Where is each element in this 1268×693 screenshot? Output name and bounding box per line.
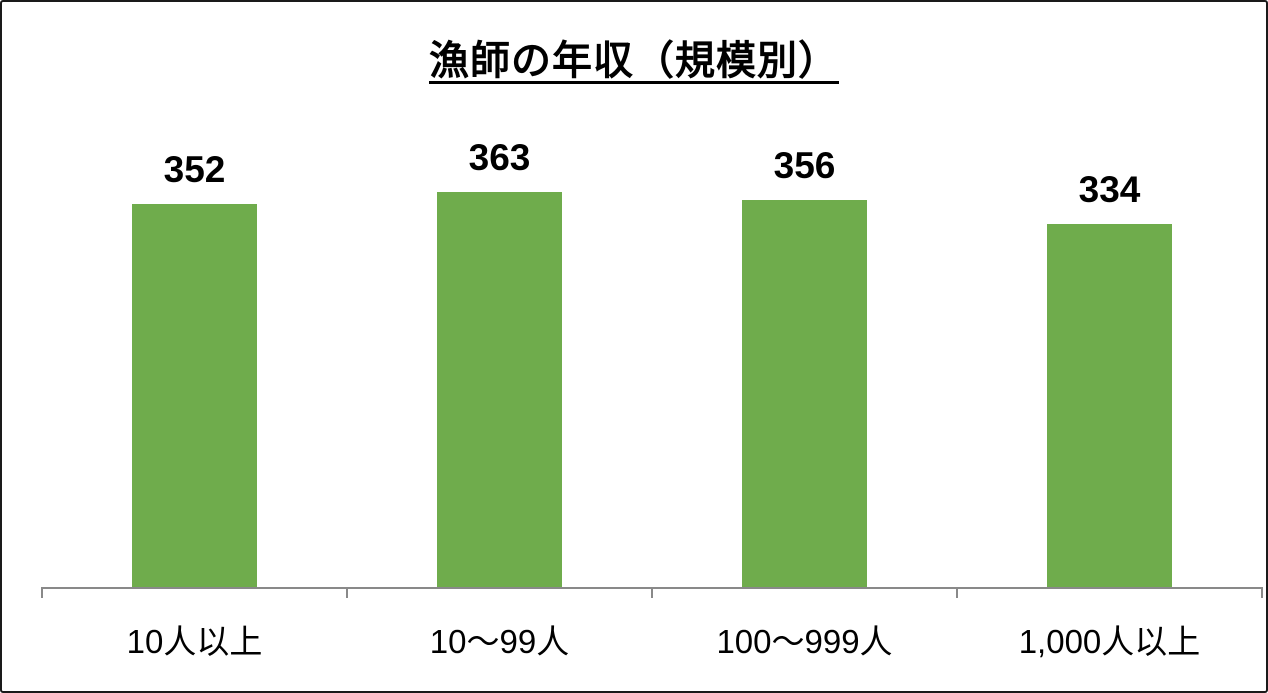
plot-area: 352 363 356 334 [42, 139, 1262, 587]
bar [132, 204, 257, 587]
category-label: 10人以上 [126, 623, 263, 660]
axis-tick [41, 587, 43, 598]
category-label: 10～99人 [429, 623, 570, 660]
axis-tick [1261, 587, 1263, 598]
data-label: 356 [773, 145, 836, 186]
chart-title: 漁師の年収（規模別） [429, 39, 839, 83]
axis-tick [346, 587, 348, 598]
axis-tick [651, 587, 653, 598]
data-label: 363 [468, 137, 531, 178]
bar-column: 363 [347, 139, 652, 587]
bar [437, 192, 562, 587]
bar [742, 200, 867, 587]
category-label: 1,000人以上 [1018, 623, 1201, 660]
bar-column: 352 [42, 151, 347, 587]
bar [1047, 224, 1172, 587]
axis-tick [956, 587, 958, 598]
x-axis-labels: 10人以上 10～99人 100～999人 1,000人以上 [42, 615, 1262, 663]
bar-column: 356 [652, 147, 957, 587]
category-label: 100～999人 [716, 623, 893, 660]
data-label: 334 [1078, 169, 1141, 210]
bar-column: 334 [957, 171, 1262, 587]
bar-series: 352 363 356 334 [42, 139, 1262, 587]
x-axis-line [41, 587, 1263, 598]
data-label: 352 [163, 149, 226, 190]
